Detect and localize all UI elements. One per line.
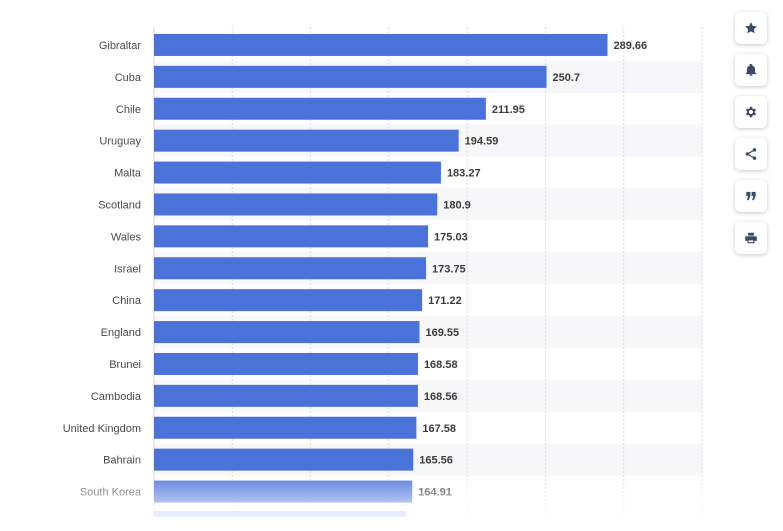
bar <box>154 193 438 216</box>
category-label: Scotland <box>98 199 141 211</box>
category-label: Chile <box>116 104 141 116</box>
bar-partial <box>154 511 406 517</box>
favorite-button[interactable] <box>735 12 767 44</box>
category-label: Cambodia <box>91 391 142 403</box>
value-label: 250.7 <box>553 72 581 84</box>
bar <box>154 321 420 344</box>
value-label: 173.75 <box>432 263 466 275</box>
value-label: 194.59 <box>465 136 499 148</box>
bar <box>154 161 441 184</box>
bar <box>154 129 459 152</box>
chart-toolbar <box>735 12 769 264</box>
category-label: China <box>112 295 142 307</box>
value-label: 165.56 <box>419 455 453 467</box>
value-label: 171.22 <box>428 295 462 307</box>
bar <box>154 384 418 407</box>
category-label: Gibraltar <box>99 40 142 52</box>
quote-icon <box>746 191 756 201</box>
settings-button[interactable] <box>735 96 767 128</box>
bar <box>154 225 429 248</box>
category-label: Wales <box>111 231 142 243</box>
value-label: 183.27 <box>447 168 481 180</box>
bell-icon <box>745 63 757 76</box>
value-label: 175.03 <box>434 231 468 243</box>
category-label: Israel <box>114 263 141 275</box>
category-label: Malta <box>114 168 142 180</box>
bar <box>154 257 427 280</box>
share-icon <box>745 148 757 160</box>
value-label: 167.58 <box>422 423 456 435</box>
bar <box>154 480 413 503</box>
value-label: 168.58 <box>424 359 458 371</box>
bar <box>154 352 418 375</box>
value-label: 168.56 <box>424 391 458 403</box>
bar <box>154 33 608 56</box>
category-label: United Kingdom <box>63 423 141 435</box>
value-label: 169.55 <box>425 327 459 339</box>
value-label: 289.66 <box>614 40 648 52</box>
value-label: 164.91 <box>418 487 452 499</box>
category-label: South Korea <box>80 487 142 499</box>
value-label: 211.95 <box>492 104 525 116</box>
notification-button[interactable] <box>735 54 767 86</box>
cite-button[interactable] <box>735 180 767 212</box>
value-label: 180.9 <box>443 199 471 211</box>
bar <box>154 289 423 312</box>
gear-icon <box>745 106 757 118</box>
bar-chart: Gibraltar 289.66 Cuba 250.7 Chile 211.95 Urugu… <box>63 27 703 517</box>
share-button[interactable] <box>735 138 767 170</box>
category-label: Brunei <box>109 359 141 371</box>
print-icon <box>745 232 757 244</box>
bar <box>154 416 417 439</box>
category-label: England <box>101 327 141 339</box>
bar <box>154 448 414 471</box>
category-label: Bahrain <box>103 455 141 467</box>
bar <box>154 65 547 88</box>
category-label: Cuba <box>115 72 142 84</box>
print-button[interactable] <box>735 222 767 254</box>
star-icon <box>745 22 757 34</box>
category-label: Uruguay <box>99 136 141 148</box>
bar <box>154 97 486 120</box>
